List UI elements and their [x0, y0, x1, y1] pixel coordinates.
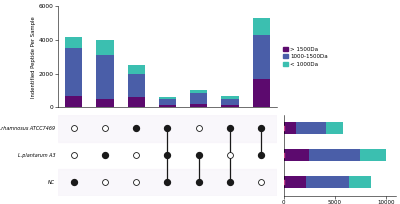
- Point: [164, 154, 171, 157]
- Bar: [58, 115, 277, 142]
- Point: [133, 127, 139, 130]
- Point: [70, 181, 77, 184]
- Bar: [253, 18, 270, 35]
- Bar: [190, 104, 207, 108]
- Bar: [128, 65, 145, 74]
- Point: [196, 181, 202, 184]
- Legend: > 1500Da, 1000-1500Da, < 1000Da: > 1500Da, 1000-1500Da, < 1000Da: [281, 44, 330, 69]
- Bar: [190, 90, 207, 93]
- Bar: [306, 176, 349, 188]
- Point: [133, 154, 139, 157]
- Bar: [128, 97, 145, 108]
- Bar: [309, 149, 360, 161]
- Bar: [58, 169, 277, 196]
- Bar: [96, 40, 114, 55]
- Point: [227, 127, 233, 130]
- Point: [227, 154, 233, 157]
- Point: [164, 181, 171, 184]
- Bar: [326, 122, 343, 134]
- Point: [196, 154, 202, 157]
- Point: [258, 127, 264, 130]
- Bar: [284, 122, 296, 134]
- Bar: [222, 105, 239, 108]
- Bar: [253, 35, 270, 79]
- Point: [70, 154, 77, 157]
- Bar: [349, 176, 372, 188]
- Point: [258, 181, 264, 184]
- Bar: [96, 99, 114, 108]
- Bar: [296, 122, 326, 134]
- Bar: [360, 149, 386, 161]
- Bar: [96, 55, 114, 99]
- Y-axis label: Indentified Peptide Per Sample: Indentified Peptide Per Sample: [31, 16, 36, 98]
- Bar: [65, 37, 82, 48]
- Bar: [222, 96, 239, 99]
- Point: [133, 181, 139, 184]
- Point: [258, 154, 264, 157]
- Bar: [222, 99, 239, 105]
- Point: [227, 181, 233, 184]
- Bar: [159, 105, 176, 108]
- Bar: [159, 97, 176, 99]
- Point: [196, 127, 202, 130]
- Bar: [65, 48, 82, 96]
- Bar: [128, 74, 145, 97]
- Bar: [284, 149, 309, 161]
- Point: [102, 127, 108, 130]
- Bar: [253, 79, 270, 108]
- Bar: [284, 176, 306, 188]
- Bar: [190, 93, 207, 104]
- Point: [102, 154, 108, 157]
- Bar: [65, 96, 82, 108]
- Point: [70, 127, 77, 130]
- Point: [102, 181, 108, 184]
- Point: [164, 127, 171, 130]
- Bar: [159, 99, 176, 105]
